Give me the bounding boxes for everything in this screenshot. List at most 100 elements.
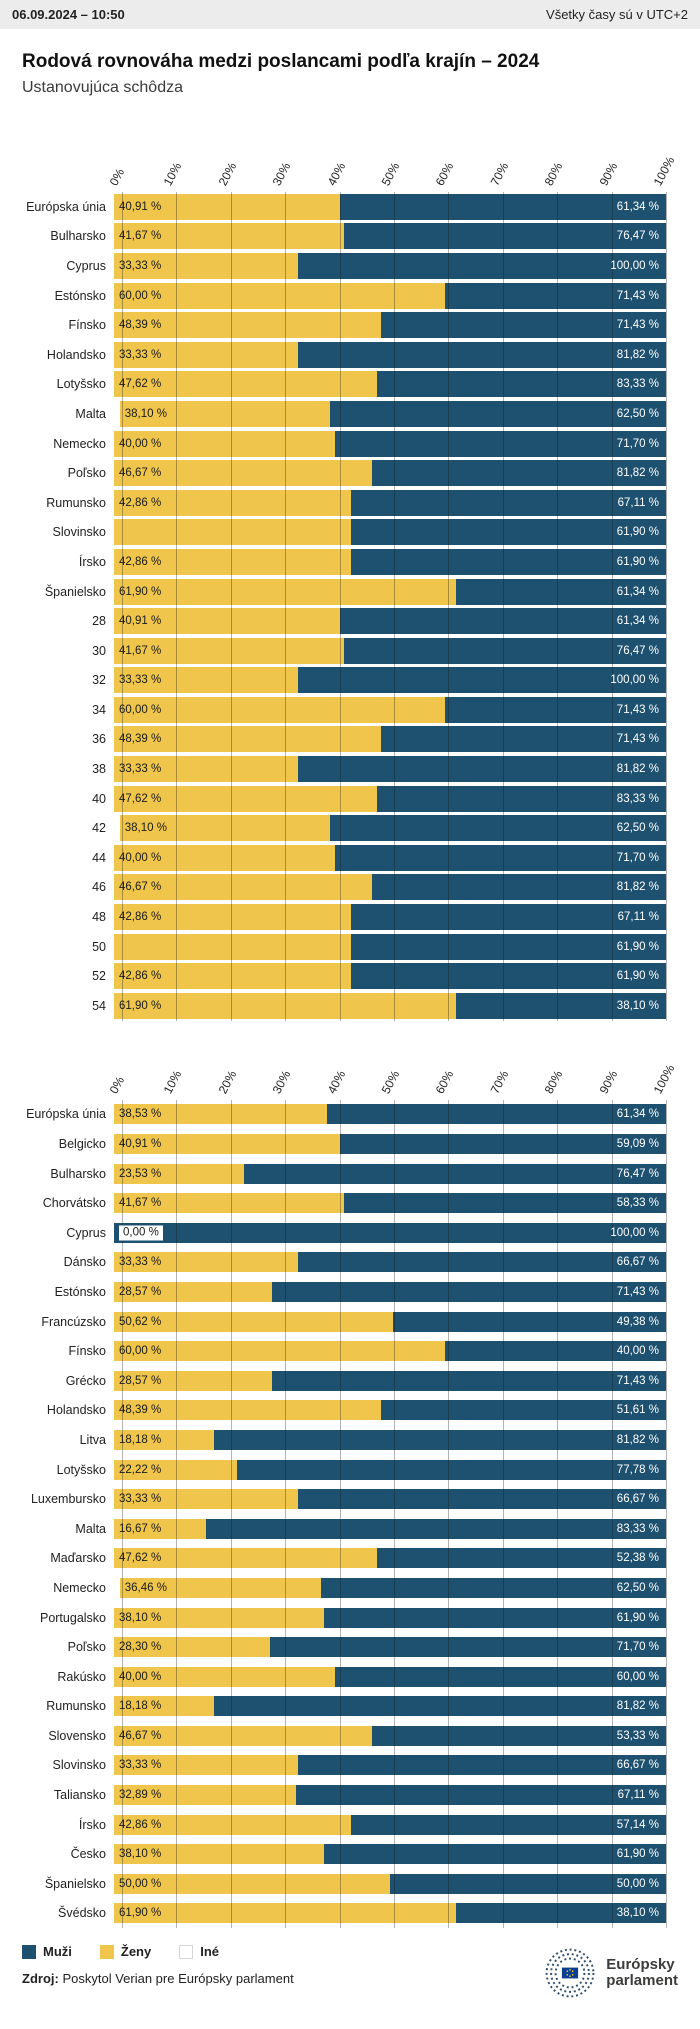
x-axis-tick-label: 30% (269, 160, 294, 188)
women-segment (114, 874, 372, 901)
men-value-label: 76,47 % (616, 1167, 659, 1180)
category-label: Malta (75, 406, 106, 421)
women-segment (114, 341, 298, 368)
chart-row: 32 33,33 % 100,00 % (0, 666, 700, 696)
men-segment (371, 1725, 666, 1746)
women-value-label: 40,00 % (119, 851, 162, 864)
women-value-label: 50,00 % (119, 1877, 162, 1890)
women-segment (114, 1104, 327, 1125)
chart-row: Chorvátsko 41,67 % 58,33 % (0, 1188, 700, 1218)
category-label: Lotyšsko (56, 377, 106, 392)
stacked-bar: 41,67 % 76,47 % (114, 223, 666, 250)
category-label: Írsko (78, 554, 106, 569)
category-label: Slovinsko (52, 1758, 107, 1773)
x-axis-tick-label: 70% (487, 160, 512, 188)
women-segment (114, 1518, 207, 1539)
men-value-label: 66,67 % (616, 1759, 659, 1772)
men-segment (445, 1341, 666, 1362)
page-subtitle: Ustanovujúca schôdza (22, 79, 183, 96)
chart-row: 42 38,10 % 62,50 % (0, 813, 700, 843)
men-value-label: 57,14 % (616, 1818, 659, 1831)
women-segment (114, 430, 335, 457)
stacked-bar: 61,90 % (114, 519, 666, 546)
category-label: Španielsko (44, 584, 106, 599)
women-value-label: 33,33 % (119, 348, 162, 361)
women-value-label: 36,46 % (124, 1581, 167, 1594)
chart-row: 34 60,00 % 71,43 % (0, 695, 700, 725)
stacked-bar: 33,33 % 66,67 % (114, 1489, 666, 1510)
men-value-label: 100,00 % (610, 1226, 659, 1239)
men-value-label: 81,82 % (616, 763, 659, 776)
stacked-bar: 38,10 % 61,90 % (114, 1607, 666, 1628)
women-value-label: 60,00 % (119, 289, 162, 302)
chart-row: Luxembursko 33,33 % 66,67 % (0, 1484, 700, 1514)
men-value-label: 59,09 % (616, 1138, 659, 1151)
men-segment (390, 1873, 666, 1894)
x-axis-tick-label: 0% (106, 166, 128, 188)
women-segment (114, 1400, 382, 1421)
men-segment (381, 726, 666, 753)
men-segment (344, 637, 666, 664)
women-value-label: 46,67 % (119, 1729, 162, 1742)
x-axis-tick-label: 30% (269, 1067, 294, 1096)
category-label: Luxembursko (30, 1492, 106, 1507)
stacked-bar: 47,62 % 83,33 % (114, 785, 666, 812)
stacked-bar: 33,33 % 100,00 % (114, 252, 666, 279)
chart-row: 46 46,67 % 81,82 % (0, 873, 700, 903)
chart-row: 48 42,86 % 67,11 % (0, 902, 700, 932)
chart-row: Malta 16,67 % 83,33 % (0, 1514, 700, 1544)
legend-swatch-men (22, 1944, 36, 1959)
men-value-label: 61,90 % (616, 940, 659, 953)
timezone-note: Všetky časy sú v UTC+2 (546, 7, 688, 22)
men-value-label: 60,00 % (616, 1670, 659, 1683)
women-value-label: 47,62 % (119, 378, 162, 391)
x-axis: 0% 10% 20% 30% 40% 50% 60% 70% 80% 90% 100% (107, 147, 678, 189)
women-value-label: 46,67 % (119, 881, 162, 894)
x-axis-tick-label: 70% (487, 1067, 512, 1096)
stacked-bar: 46,67 % 81,82 % (114, 460, 666, 487)
women-segment (114, 608, 340, 635)
x-axis-tick-label: 50% (378, 160, 403, 188)
chart-row: Lotyšsko 22,22 % 77,78 % (0, 1455, 700, 1485)
men-segment (371, 874, 666, 901)
men-segment (381, 1400, 666, 1421)
women-segment (114, 1725, 372, 1746)
men-value-label: 66,67 % (616, 1256, 659, 1269)
women-segment (114, 371, 377, 398)
category-label: 54 (92, 998, 106, 1013)
stacked-bar: 47,62 % 52,38 % (114, 1548, 666, 1569)
men-value-label: 61,90 % (616, 1848, 659, 1861)
category-label: 46 (92, 880, 106, 895)
women-segment (114, 1134, 340, 1155)
women-value-label: 42,86 % (119, 496, 162, 509)
women-segment (114, 1252, 298, 1273)
men-value-label: 38,10 % (616, 999, 659, 1012)
women-value-label: 50,62 % (119, 1315, 162, 1328)
women-value-label: 32,89 % (119, 1789, 162, 1802)
men-segment (334, 844, 666, 871)
women-segment (114, 1459, 237, 1480)
stacked-bar: 46,67 % 53,33 % (114, 1725, 666, 1746)
women-segment (114, 1489, 298, 1510)
legend-item-other: Iné (179, 1944, 219, 1959)
stacked-bar: 33,33 % 66,67 % (114, 1755, 666, 1776)
chart-row: Európska únia 38,53 % 61,34 % (0, 1100, 700, 1130)
category-label: 38 (92, 762, 106, 777)
men-segment (324, 1607, 666, 1628)
women-value-label: 48,39 % (119, 319, 162, 332)
men-value-label: 61,90 % (616, 555, 659, 568)
chart-row: Fínsko 48,39 % 71,43 % (0, 310, 700, 340)
x-axis-tick-label: 80% (541, 160, 566, 188)
chart-row: Dánsko 33,33 % 66,67 % (0, 1248, 700, 1278)
women-value-label: 47,62 % (119, 1552, 162, 1565)
category-label: Slovinsko (52, 525, 107, 540)
x-axis-tick-label: 60% (433, 160, 457, 188)
chart-row: Slovinsko 33,33 % 66,67 % (0, 1751, 700, 1781)
women-segment (114, 1370, 272, 1391)
category-label: Španielsko (44, 1876, 106, 1891)
stacked-bar: 40,91 % 61,34 % (114, 608, 666, 635)
chart-row: Belgicko 40,91 % 59,09 % (0, 1129, 700, 1159)
chart-row: 36 48,39 % 71,43 % (0, 725, 700, 755)
category-label: Fínsko (68, 318, 106, 333)
women-segment (114, 1281, 272, 1302)
